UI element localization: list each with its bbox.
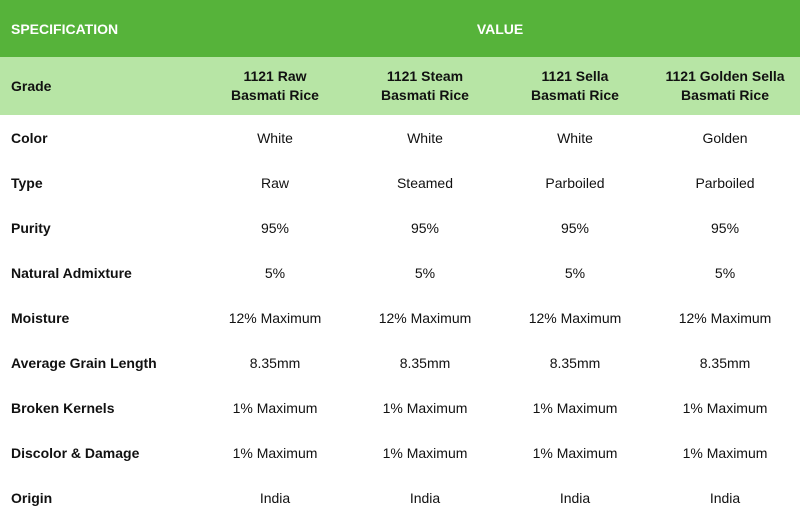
specification-header: SPECIFICATION — [0, 0, 200, 57]
row-label: Type — [11, 174, 43, 191]
table-cell: 5% — [414, 264, 436, 281]
table-cell: 1% Maximum — [532, 444, 618, 461]
grade-cell: 1121 Raw Basmati Rice — [200, 57, 350, 115]
row-label: Broken Kernels — [11, 399, 115, 416]
grade-name: 1121 Raw — [243, 68, 307, 84]
table-row: Discolor & Damage 1% Maximum 1% Maximum … — [0, 430, 800, 475]
grade-name: Basmati Rice — [681, 87, 769, 103]
table-cell: Parboiled — [545, 174, 605, 191]
table-cell: 95% — [260, 219, 290, 236]
table-cell: 8.35mm — [699, 354, 751, 371]
table-cell: Steamed — [396, 174, 454, 191]
grade-row: Grade 1121 Raw Basmati Rice 1121 Steam B… — [0, 57, 800, 115]
table-cell: 5% — [264, 264, 286, 281]
grade-name: 1121 Golden Sella — [665, 68, 785, 84]
table-row: Origin India India India India — [0, 475, 800, 520]
grade-name: 1121 Steam — [386, 68, 464, 84]
table-cell: White — [407, 129, 443, 146]
table-cell: 1% Maximum — [682, 399, 768, 416]
grade-cell: 1121 Sella Basmati Rice — [500, 57, 650, 115]
table-cell: 8.35mm — [249, 354, 301, 371]
table-cell: 1% Maximum — [232, 444, 318, 461]
grade-name: Basmati Rice — [231, 87, 319, 103]
table-cell: 5% — [564, 264, 586, 281]
table-cell: White — [557, 129, 593, 146]
grade-cell: 1121 Steam Basmati Rice — [350, 57, 500, 115]
table-cell: 1% Maximum — [682, 444, 768, 461]
table-cell: Raw — [260, 174, 289, 191]
table-cell: 1% Maximum — [382, 399, 468, 416]
table-row: Purity 95% 95% 95% 95% — [0, 205, 800, 250]
row-label: Natural Admixture — [11, 264, 132, 281]
table-row: Average Grain Length 8.35mm 8.35mm 8.35m… — [0, 340, 800, 385]
table-cell: 12% Maximum — [528, 309, 622, 326]
table-cell: 95% — [711, 219, 740, 236]
table-row: Broken Kernels 1% Maximum 1% Maximum 1% … — [0, 385, 800, 430]
table-cell: India — [559, 489, 591, 506]
table-cell: White — [257, 129, 293, 146]
row-label: Discolor & Damage — [11, 444, 140, 461]
row-label: Moisture — [11, 309, 70, 326]
table-cell: 1% Maximum — [382, 444, 468, 461]
table-cell: Golden — [702, 129, 748, 146]
table-cell: 1% Maximum — [232, 399, 318, 416]
grade-cell: 1121 Golden Sella Basmati Rice — [650, 57, 800, 115]
header-row: SPECIFICATION VALUE — [0, 0, 800, 57]
table-row: Moisture 12% Maximum 12% Maximum 12% Max… — [0, 295, 800, 340]
table-cell: 8.35mm — [399, 354, 451, 371]
row-label: Origin — [11, 489, 53, 506]
table-cell: Parboiled — [695, 174, 755, 191]
grade-label: Grade — [0, 57, 200, 115]
row-label: Color — [11, 129, 48, 146]
table-cell: 12% Maximum — [228, 309, 322, 326]
table-row: Type Raw Steamed Parboiled Parboiled — [0, 160, 800, 205]
table-cell: 5% — [714, 264, 736, 281]
grade-name: Basmati Rice — [381, 87, 469, 103]
table-row: Color White White White Golden — [0, 115, 800, 160]
table-cell: 95% — [410, 219, 440, 236]
table-cell: 12% Maximum — [678, 309, 772, 326]
table-cell: India — [259, 489, 291, 506]
table-cell: 95% — [560, 219, 590, 236]
grade-name: 1121 Sella — [541, 68, 609, 84]
row-label: Purity — [11, 219, 51, 236]
row-label: Average Grain Length — [11, 354, 157, 371]
table-cell: 1% Maximum — [532, 399, 618, 416]
table-cell: 8.35mm — [549, 354, 601, 371]
table-row: Natural Admixture 5% 5% 5% 5% — [0, 250, 800, 295]
table-cell: India — [709, 489, 741, 506]
table-cell: 12% Maximum — [378, 309, 472, 326]
grade-name: Basmati Rice — [531, 87, 619, 103]
table-cell: India — [409, 489, 441, 506]
value-header: VALUE — [200, 0, 800, 57]
